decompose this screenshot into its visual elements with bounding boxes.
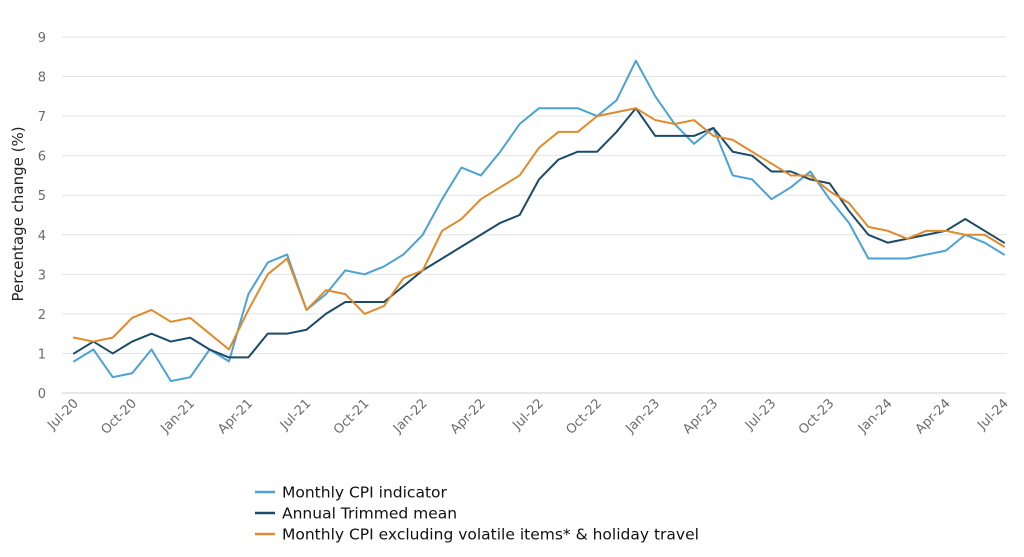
y-axis-title: Percentage change (%) [9, 126, 27, 301]
gridlines [62, 36, 1006, 394]
y-tick-label: 6 [38, 150, 46, 165]
y-tick-label: 3 [38, 268, 46, 283]
x-tick-label: Oct-21 [331, 396, 373, 438]
x-tick-label: Jul-22 [509, 396, 546, 433]
series-line-1 [73, 59, 1005, 383]
y-tick-label: 8 [38, 71, 46, 86]
series-line-2 [73, 107, 1005, 359]
x-tick-label: Apr-21 [215, 396, 256, 437]
x-tick-label: Oct-20 [98, 396, 140, 438]
x-tick-label: Jul-24 [974, 396, 1011, 433]
legend-label: Monthly CPI excluding volatile items* & … [282, 526, 699, 544]
legend-label: Monthly CPI indicator [282, 484, 448, 502]
x-tick-label: Jul-23 [742, 396, 779, 433]
x-tick-label: Jul-20 [44, 396, 81, 433]
series-lines [73, 59, 1005, 383]
y-tick-label: 5 [38, 189, 46, 204]
x-tick-label: Jul-21 [277, 396, 314, 433]
legend: Monthly CPI indicator Annual Trimmed mean… [255, 484, 699, 544]
x-tick-label: Jan-24 [855, 396, 896, 437]
x-tick-labels: Jul-20 Oct-20 Jan-21 Apr-21 Jul-21 Oct-21 Jan-… [44, 396, 1011, 438]
x-tick-label: Jan-23 [623, 396, 664, 437]
y-tick-label: 2 [38, 308, 46, 323]
y-tick-label: 1 [38, 347, 46, 362]
y-tick-label: 9 [38, 31, 46, 46]
y-tick-labels: 0 1 2 3 4 5 6 7 8 9 [38, 31, 46, 402]
x-tick-label: Jan-21 [158, 396, 199, 437]
y-tick-label: 0 [38, 387, 46, 402]
x-tick-label: Apr-23 [680, 396, 721, 437]
y-tick-label: 4 [38, 229, 46, 244]
series-line-3 [73, 107, 1005, 351]
x-tick-label: Apr-22 [448, 396, 489, 437]
y-tick-label: 7 [38, 110, 46, 125]
x-tick-label: Oct-23 [796, 396, 838, 438]
x-tick-label: Apr-24 [913, 396, 954, 437]
legend-label: Annual Trimmed mean [282, 505, 457, 523]
x-tick-label: Oct-22 [563, 396, 605, 438]
x-tick-label: Jan-22 [390, 396, 431, 437]
